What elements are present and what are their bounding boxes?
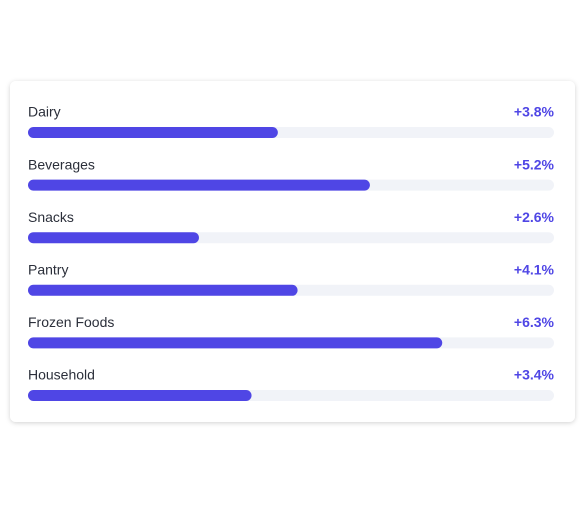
bar — [28, 284, 298, 296]
value-label: +3.4% — [514, 367, 555, 383]
category-label: Dairy — [28, 104, 61, 120]
card — [10, 81, 575, 422]
category-label: Household — [28, 367, 95, 383]
category-label: Snacks — [28, 209, 74, 225]
bar — [28, 127, 278, 138]
category-label: Beverages — [28, 156, 95, 172]
bar — [28, 390, 252, 401]
category-label: Frozen Foods — [28, 314, 114, 330]
value-label: +5.2% — [514, 156, 555, 172]
value-label: +4.1% — [514, 262, 555, 278]
bar — [28, 179, 370, 191]
value-label: +2.6% — [514, 209, 555, 225]
bar — [28, 337, 443, 349]
bar — [28, 232, 199, 244]
value-label: +3.8% — [514, 104, 555, 120]
category-label: Pantry — [28, 262, 68, 278]
value-label: +6.3% — [514, 314, 555, 330]
